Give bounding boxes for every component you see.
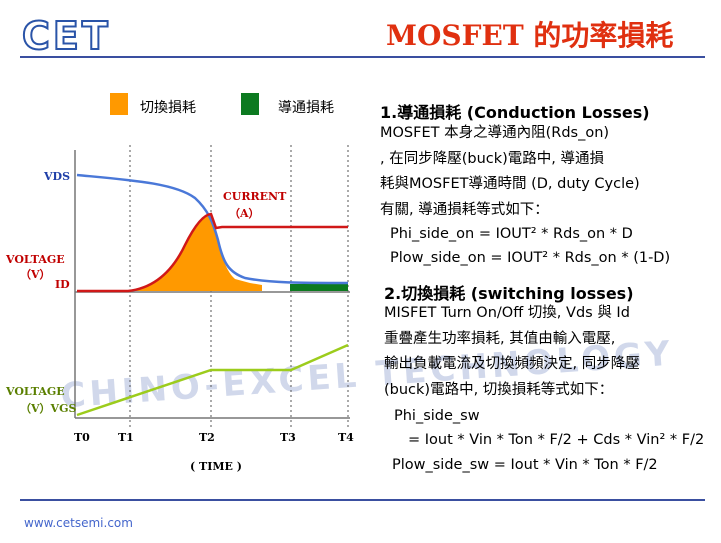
section1-line3: 耗與MOSFET導通時間 (D, duty Cycle) — [380, 176, 640, 192]
page-title: MOSFET 的功率損耗 — [386, 19, 674, 52]
vds-label: VDS — [44, 170, 71, 183]
conduction-loss-area — [290, 284, 348, 291]
tick-t4: T4 — [338, 431, 354, 444]
section2-line1: MISFET Turn On/Off 切換, Vds 與 Id — [384, 305, 630, 321]
voltage-label-top: VOLTAGE — [6, 253, 65, 266]
tick-t2: T2 — [199, 431, 215, 444]
legend-conduction-swatch — [241, 93, 259, 115]
section1-equation-low-side: Plow_side_on = IOUT² * Rds_on * (1-D) — [390, 250, 671, 266]
switching-loss-area — [128, 214, 262, 291]
id-label: ID — [55, 278, 70, 291]
company-logo: CET — [21, 13, 111, 59]
logo-text: CET — [21, 13, 111, 59]
section2-equation-high-side-label: Phi_side_sw — [394, 408, 480, 424]
section2-equation-high-side: = Iout * Vin * Ton * F/2 + Cds * Vin² * … — [408, 432, 705, 448]
voltage-label-bottom: VOLTAGE — [6, 385, 65, 398]
section1-title: 1.導通損耗 (Conduction Losses) — [380, 103, 650, 122]
current-unit-label: （A） — [229, 207, 260, 220]
current-label: CURRENT — [223, 190, 287, 203]
section2-title: 2.切換損耗 (switching losses) — [384, 284, 634, 303]
footer-rule — [20, 499, 705, 501]
vds-curve — [76, 173, 349, 285]
section2-line3: 輸出負載電流及切換頻頻決定, 同步降壓 — [384, 356, 640, 372]
tick-t0: T0 — [74, 431, 90, 444]
legend-conduction-label: 導通損耗 — [278, 100, 334, 116]
section1-line4: 有關, 導通損耗等式如下： — [380, 202, 549, 218]
legend-switching-label: 切換損耗 — [140, 100, 196, 116]
section1-line2: , 在同步降壓(buck)電路中, 導通損 — [380, 151, 605, 167]
id-curve — [77, 212, 348, 293]
tick-t1: T1 — [118, 431, 134, 444]
footer-url: www.cetsemi.com — [24, 516, 133, 530]
section2-line2: 重疊產生功率損耗, 其值由輸入電壓, — [384, 331, 616, 347]
section2-equation-low-side: Plow_side_sw = Iout * Vin * Ton * F/2 — [392, 457, 658, 473]
vgs-label: （V）VGS — [20, 402, 77, 415]
tick-t3: T3 — [280, 431, 296, 444]
legend-switching-swatch — [110, 93, 128, 115]
vgs-curve — [76, 343, 349, 417]
section1-equation-high-side: Phi_side_on = IOUT² * Rds_on * D — [390, 226, 633, 242]
section1-line1: MOSFET 本身之導通內阻(Rds_on) — [380, 125, 610, 141]
header-rule — [20, 56, 705, 58]
voltage-unit-top: （V） — [20, 268, 51, 281]
section2-line4: (buck)電路中, 切換損耗等式如下： — [384, 382, 614, 398]
time-axis-label: ( TIME ) — [190, 460, 242, 473]
